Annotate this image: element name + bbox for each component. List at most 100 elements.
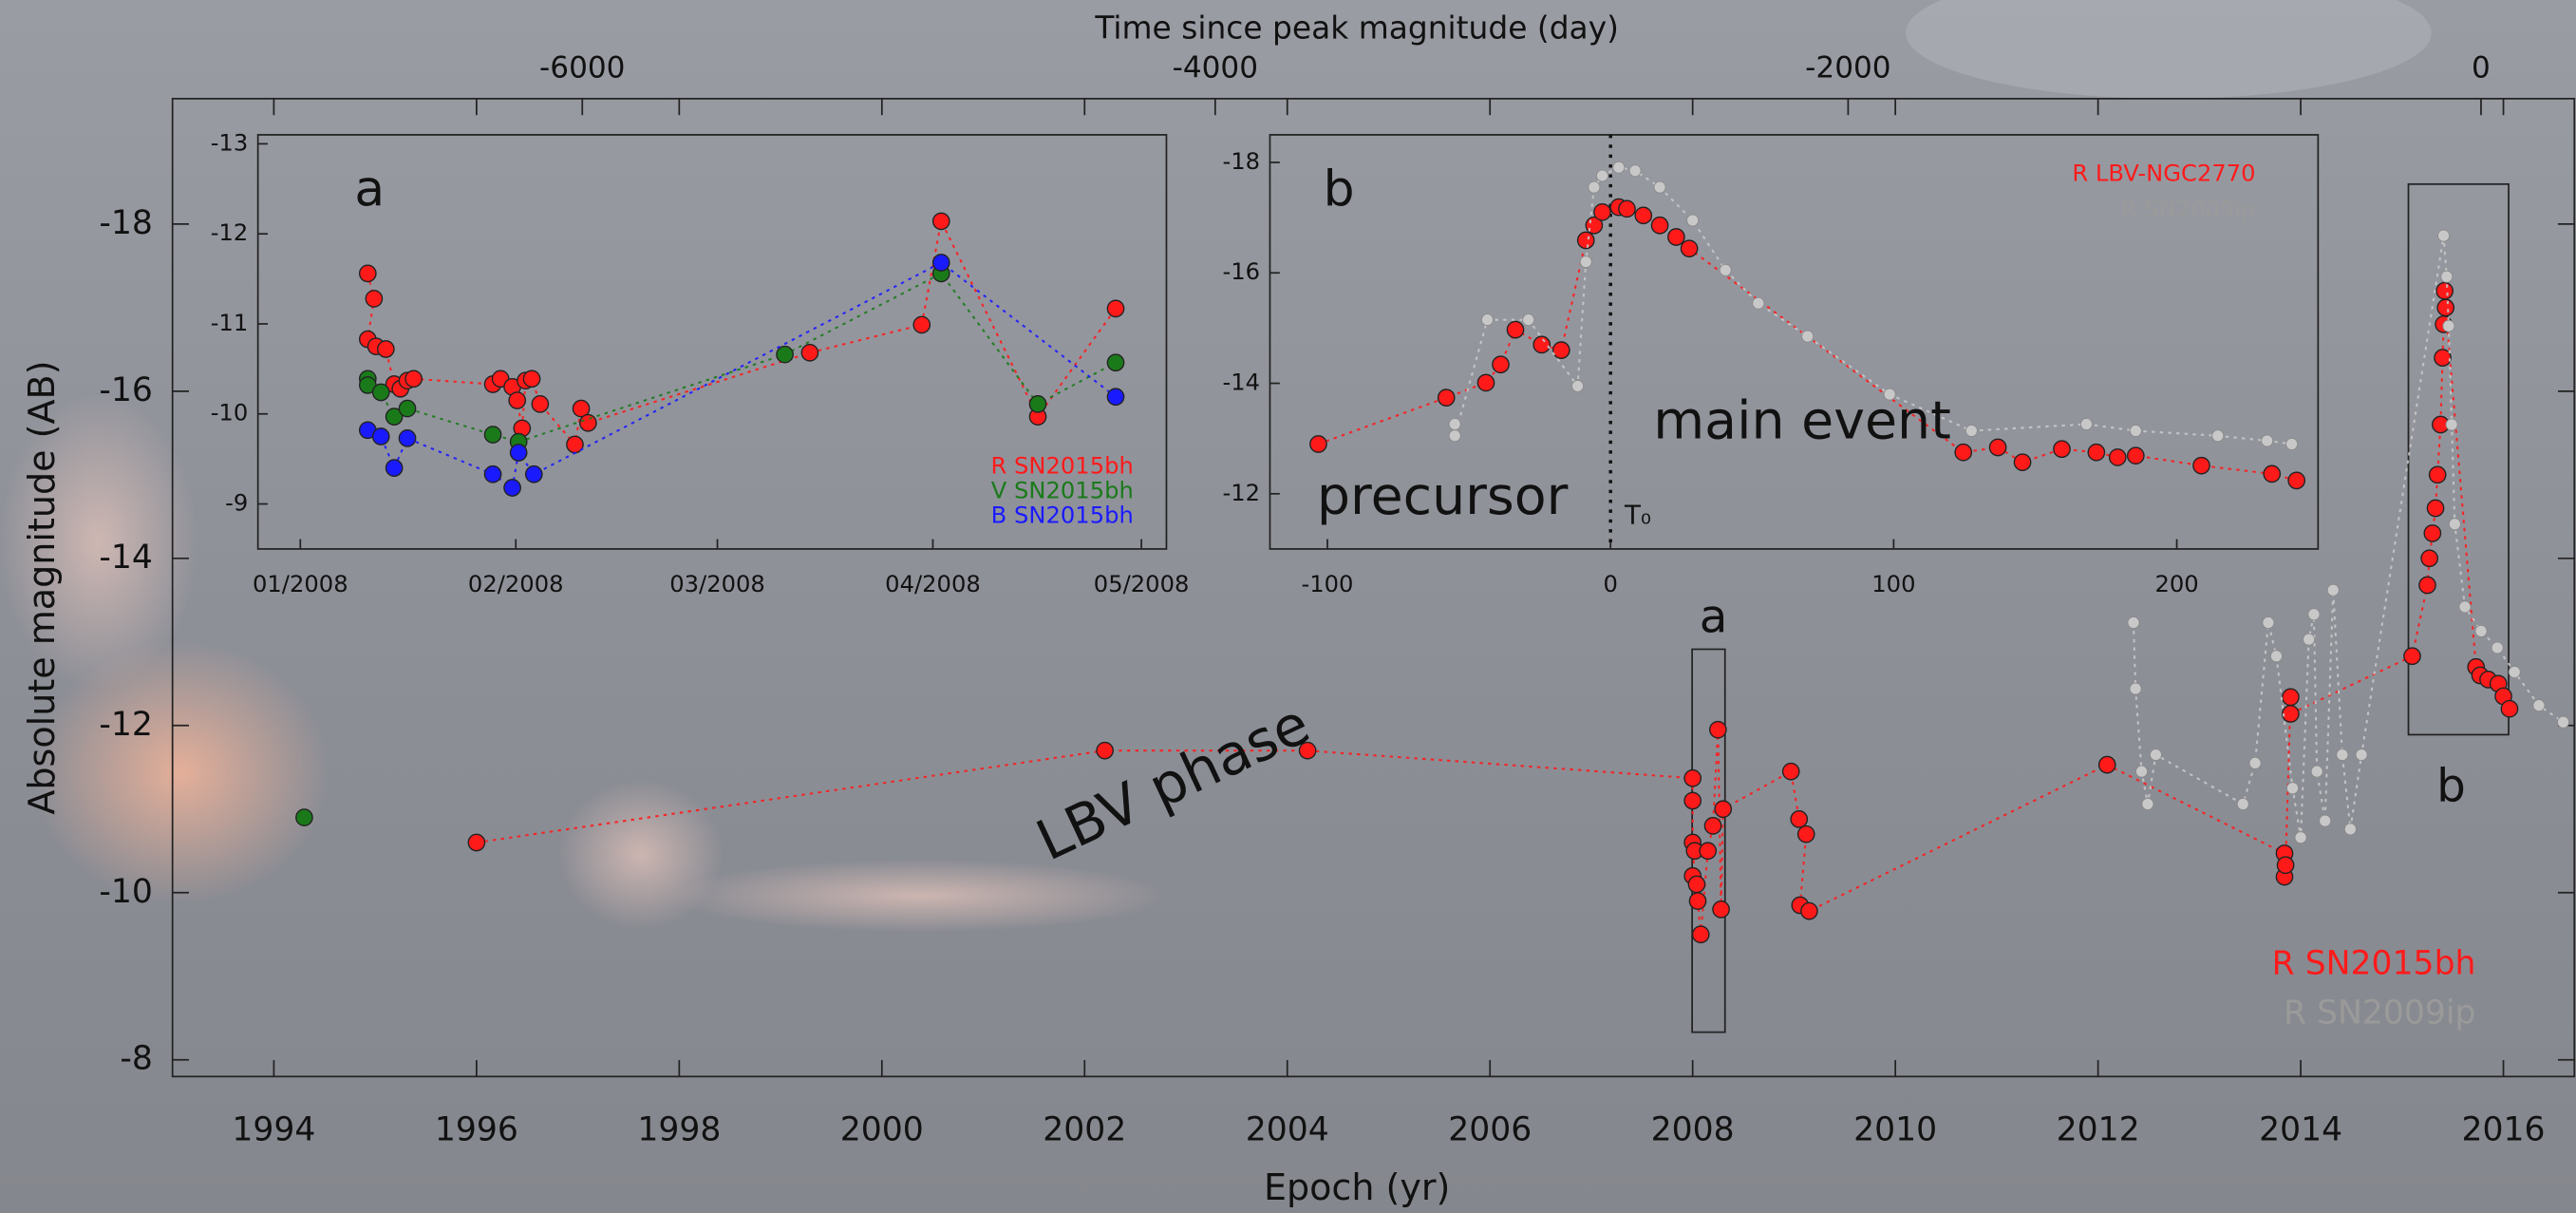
data-point <box>2236 798 2249 810</box>
data-point <box>2440 270 2454 283</box>
background-glow <box>32 640 329 904</box>
plot-frame <box>256 134 1168 550</box>
data-point <box>1796 824 1815 843</box>
data-point <box>1709 720 1727 739</box>
data-point <box>385 459 404 477</box>
x2-tick-label: 0 <box>2472 51 2491 85</box>
annotation: T₀ <box>1624 499 1651 530</box>
y-tick-label: -10 <box>211 400 249 426</box>
y-tick-label: -10 <box>99 873 153 911</box>
plot-frame <box>171 97 2576 1078</box>
x-tick-label: 2012 <box>2057 1110 2140 1148</box>
x-tick-label: 1994 <box>232 1110 315 1148</box>
data-point <box>1667 228 1685 246</box>
data-point <box>1686 214 1700 227</box>
x-tick-label: 2000 <box>840 1110 924 1148</box>
data-point <box>2149 749 2162 762</box>
data-point <box>2141 798 2154 810</box>
background-glow <box>558 780 724 929</box>
data-point <box>2282 705 2300 723</box>
data-point <box>2108 448 2127 466</box>
data-point <box>2087 443 2106 462</box>
data-point <box>1506 320 1525 339</box>
data-point <box>2303 633 2316 646</box>
data-point <box>1106 353 1125 372</box>
data-point <box>1522 313 1535 327</box>
data-point <box>365 290 384 308</box>
data-point <box>509 444 528 462</box>
data-point <box>2532 699 2546 712</box>
data-point <box>1634 206 1653 225</box>
data-point <box>2310 765 2323 778</box>
data-point <box>1571 379 1585 392</box>
y-axis-label: Absolute magnitude (AB) <box>21 361 63 815</box>
data-point <box>1781 762 1800 781</box>
annotation: b <box>2436 760 2466 813</box>
legend-label: R LBV-NGC2770 <box>2072 160 2255 186</box>
legend-label: R SN2015bh <box>990 452 1133 479</box>
x-tick-label: 04/2008 <box>885 571 981 597</box>
x-tick-label: 2006 <box>1448 1110 1532 1148</box>
data-point <box>1106 388 1125 407</box>
data-point <box>2285 437 2299 450</box>
data-point <box>1628 164 1642 178</box>
annotation: b <box>1324 161 1355 218</box>
data-point <box>579 413 597 432</box>
data-point <box>2286 782 2300 795</box>
data-point <box>1954 443 1973 462</box>
data-point <box>1448 418 1461 431</box>
data-point <box>2211 429 2225 443</box>
data-point <box>2336 749 2349 762</box>
data-point <box>1691 925 1710 944</box>
x-tick-label: 05/2008 <box>1094 571 1190 597</box>
data-point <box>2434 349 2452 367</box>
x2-tick-label: -2000 <box>1805 51 1890 85</box>
y-tick-label: -13 <box>211 129 249 156</box>
x-tick-label: 2016 <box>2462 1110 2546 1148</box>
data-point <box>531 394 550 413</box>
data-point <box>2053 440 2071 459</box>
background-glow <box>0 394 197 691</box>
data-point <box>2418 576 2436 595</box>
data-point <box>2079 418 2093 431</box>
data-point <box>371 427 390 445</box>
data-point <box>1683 791 1702 810</box>
data-point <box>1106 299 1125 318</box>
data-point <box>931 212 950 231</box>
data-point <box>2319 814 2332 827</box>
data-point <box>1096 741 1114 760</box>
data-point <box>1612 161 1626 174</box>
data-point <box>2192 456 2210 475</box>
data-point <box>1551 341 1570 359</box>
data-point <box>1309 435 1327 453</box>
data-point <box>2437 229 2451 242</box>
data-point <box>2294 831 2307 844</box>
data-point <box>2261 434 2274 447</box>
x2-tick-label: -4000 <box>1173 51 1258 85</box>
y-tick-label: -16 <box>99 371 153 409</box>
legend-label: R SN2015bh <box>2272 945 2476 983</box>
data-point <box>1298 741 1317 760</box>
data-point <box>1618 199 1636 218</box>
x-axis-label: Epoch (yr) <box>1264 1166 1450 1208</box>
data-point <box>1801 330 1814 343</box>
data-point <box>1714 800 1733 819</box>
data-point <box>1476 373 1495 392</box>
legend-label: R SN2009ip <box>2121 197 2256 223</box>
data-point <box>2445 418 2458 431</box>
y-tick-label: -14 <box>1223 370 1261 396</box>
data-point <box>483 464 502 483</box>
data-point <box>2508 665 2521 678</box>
data-point <box>931 254 950 272</box>
data-point <box>2326 583 2340 597</box>
y-tick-label: -18 <box>1223 148 1261 175</box>
data-point <box>1687 875 1706 894</box>
data-point <box>467 833 486 852</box>
data-point <box>2282 688 2300 707</box>
data-point <box>1437 389 1456 407</box>
data-point <box>2129 682 2142 695</box>
data-point <box>1965 425 1978 438</box>
data-point <box>2436 298 2455 317</box>
